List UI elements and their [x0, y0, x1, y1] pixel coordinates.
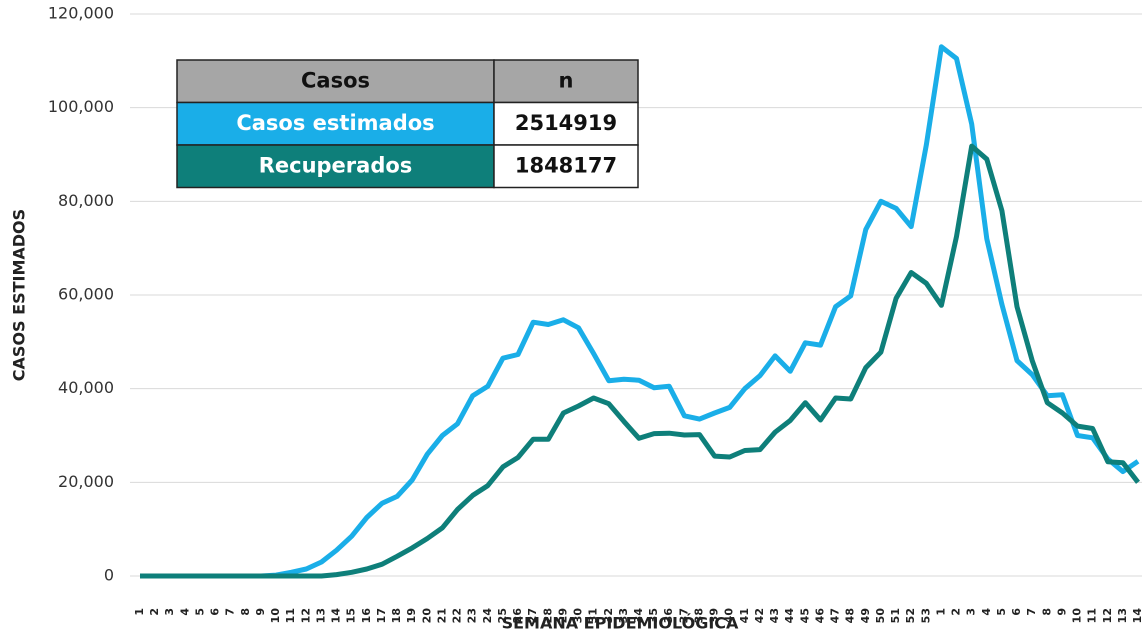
- x-tick-label: 3: [965, 608, 978, 616]
- x-tick-label: 43: [768, 608, 781, 623]
- x-tick-label: 31: [587, 608, 600, 623]
- x-tick-label: 6: [209, 608, 222, 616]
- x-tick-label: 37: [677, 608, 690, 623]
- x-tick-label: 52: [904, 608, 917, 623]
- x-tick-label: 21: [435, 608, 448, 623]
- x-tick-label: 8: [1040, 608, 1053, 616]
- x-tick-label: 40: [723, 608, 736, 624]
- x-tick-label: 46: [813, 608, 826, 624]
- table-cell: [493, 101, 639, 146]
- table-row-value: 1848177: [515, 153, 617, 177]
- table-header-text: Casos: [301, 68, 370, 92]
- y-tick-label: 100,000: [48, 97, 114, 116]
- x-tick-label: 5: [995, 608, 1008, 616]
- x-tick-label: 9: [1055, 608, 1068, 616]
- x-tick-label: 14: [1131, 608, 1142, 624]
- x-tick-label: 22: [451, 608, 464, 623]
- x-tick-label: 10: [269, 608, 282, 624]
- x-tick-label: 45: [798, 608, 811, 623]
- x-tick-label: 12: [299, 608, 312, 623]
- x-tick-label: 50: [874, 608, 887, 624]
- x-tick-label: 12: [1101, 608, 1114, 623]
- x-tick-label: 26: [511, 608, 524, 624]
- x-tick-label: 2: [148, 608, 161, 616]
- x-tick-label: 47: [829, 608, 842, 623]
- x-tick-label: 35: [647, 608, 660, 623]
- table-row-value: 2514919: [515, 111, 617, 135]
- x-tick-label: 13: [314, 608, 327, 623]
- x-tick-label: 4: [178, 608, 191, 616]
- x-tick-label: 14: [330, 608, 343, 624]
- table-row-label: Recuperados: [259, 153, 413, 177]
- x-tick-label: 7: [1025, 608, 1038, 616]
- y-tick-label: 120,000: [48, 4, 114, 23]
- x-tick-label: 8: [239, 608, 252, 616]
- y-tick-label: 60,000: [58, 285, 114, 304]
- x-axis-label: SEMANA EPIDEMIOLÓGICA: [502, 614, 739, 633]
- table-cell: [493, 144, 639, 189]
- x-tick-label: 24: [481, 608, 494, 624]
- x-tick-label: 13: [1116, 608, 1129, 623]
- x-tick-label: 30: [572, 608, 585, 624]
- x-tick-label: 10: [1071, 608, 1084, 624]
- x-tick-label: 51: [889, 608, 902, 623]
- x-tick-label: 32: [602, 608, 615, 623]
- x-tick-label: 25: [496, 608, 509, 623]
- x-tick-label: 20: [420, 608, 433, 624]
- x-tick-label: 53: [919, 608, 932, 623]
- x-tick-label: 48: [844, 608, 857, 623]
- x-tick-label: 29: [556, 608, 569, 623]
- x-tick-label: 5: [193, 608, 206, 616]
- x-tick-label: 4: [980, 608, 993, 616]
- y-tick-label: 20,000: [58, 472, 114, 491]
- x-tick-label: 16: [360, 608, 373, 624]
- x-tick-label: 18: [390, 608, 403, 623]
- x-tick-label: 49: [859, 608, 872, 623]
- x-tick-label: 17: [375, 608, 388, 623]
- x-tick-label: 6: [1010, 608, 1023, 616]
- x-tick-label: 11: [1086, 608, 1099, 623]
- x-tick-label: 28: [541, 608, 554, 623]
- y-tick-label: 80,000: [58, 191, 114, 210]
- table-header-text: n: [559, 68, 574, 92]
- x-tick-label: 2: [950, 608, 963, 616]
- x-tick-label: 19: [405, 608, 418, 623]
- x-tick-label: 44: [783, 608, 796, 624]
- x-tick-label: 33: [617, 608, 630, 623]
- x-tick-label: 7: [224, 608, 237, 616]
- series-line: [140, 44, 1140, 579]
- x-tick-label: 38: [692, 608, 705, 623]
- x-tick-label: 39: [708, 608, 721, 623]
- series-line: [140, 143, 1140, 579]
- x-tick-label: 41: [738, 608, 751, 623]
- x-tick-label: 27: [526, 608, 539, 623]
- x-tick-label: 1: [934, 608, 947, 616]
- x-tick-label: 9: [254, 608, 267, 616]
- x-tick-label: 1: [133, 608, 146, 616]
- y-tick-label: 0: [104, 566, 114, 585]
- x-tick-label: 36: [662, 608, 675, 624]
- y-axis-label: CASOS ESTIMADOS: [10, 209, 29, 381]
- x-tick-label: 34: [632, 608, 645, 624]
- x-tick-label: 11: [284, 608, 297, 623]
- table-row-label: Casos estimados: [236, 111, 434, 135]
- x-tick-label: 15: [345, 608, 358, 623]
- x-tick-label: 23: [466, 608, 479, 623]
- y-tick-label: 40,000: [58, 378, 114, 397]
- x-tick-label: 42: [753, 608, 766, 623]
- x-tick-label: 3: [163, 608, 176, 616]
